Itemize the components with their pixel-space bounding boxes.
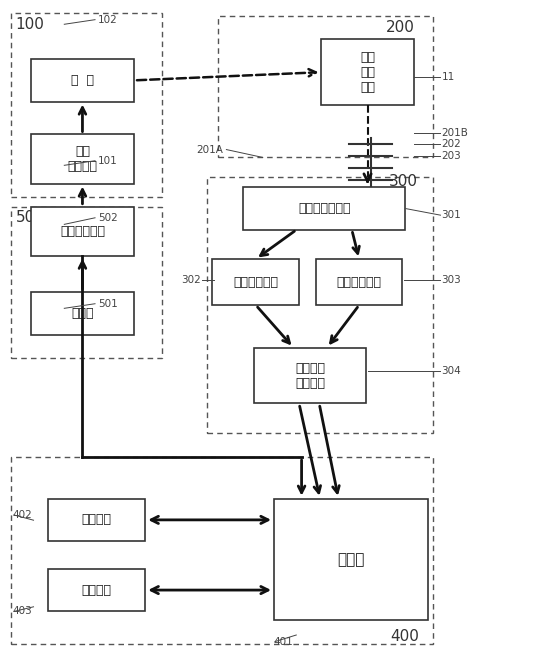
Text: 11: 11 [442,72,455,83]
Text: 光  源: 光 源 [71,74,94,87]
Bar [218,16,433,157]
Bar [31,207,134,256]
Text: 303: 303 [442,275,461,285]
Text: 特征参数
提取模块: 特征参数 提取模块 [295,361,325,390]
Bar [207,177,433,433]
Text: 控制器: 控制器 [337,552,364,567]
Text: 401: 401 [274,636,293,647]
Text: 402: 402 [12,510,32,520]
Text: 301: 301 [442,210,461,220]
Text: 200: 200 [386,20,415,35]
Bar [321,39,414,105]
Text: 显示模块: 显示模块 [82,514,111,526]
Text: 304: 304 [442,365,461,376]
Text: 光源
控制模块: 光源 控制模块 [68,145,97,173]
Bar [31,59,134,102]
Bar [31,292,134,335]
Text: 102: 102 [98,14,117,25]
Bar [274,499,428,620]
Bar [11,207,162,358]
Text: 501: 501 [98,298,117,309]
Bar [11,13,162,197]
Text: 201A: 201A [197,144,224,155]
Bar [212,259,299,305]
Text: 302: 302 [182,275,201,285]
Text: 203: 203 [442,151,461,161]
Text: 振荡器: 振荡器 [71,307,94,319]
Text: 100: 100 [16,17,45,31]
Bar [11,457,433,644]
Bar [243,187,405,230]
Bar [254,348,366,403]
Text: 502: 502 [98,213,117,223]
Text: 时间测量模块: 时间测量模块 [233,276,278,289]
Text: 400: 400 [390,629,419,644]
Text: 窄脉冲发生器: 窄脉冲发生器 [60,225,105,237]
Text: 500: 500 [16,211,45,225]
Text: 300: 300 [389,174,418,189]
Bar [48,569,145,611]
Text: 202: 202 [442,139,461,150]
Text: 存储模块: 存储模块 [82,584,111,596]
Text: 光子计数模块: 光子计数模块 [337,276,382,289]
Bar [31,134,134,184]
Text: 101: 101 [98,155,117,166]
Text: 403: 403 [12,606,32,617]
Text: 标准
浊度
液体: 标准 浊度 液体 [360,51,375,94]
Text: 单光子探测模块: 单光子探测模块 [298,202,350,215]
Text: 201B: 201B [442,127,468,138]
Bar [48,499,145,541]
Bar [316,259,402,305]
